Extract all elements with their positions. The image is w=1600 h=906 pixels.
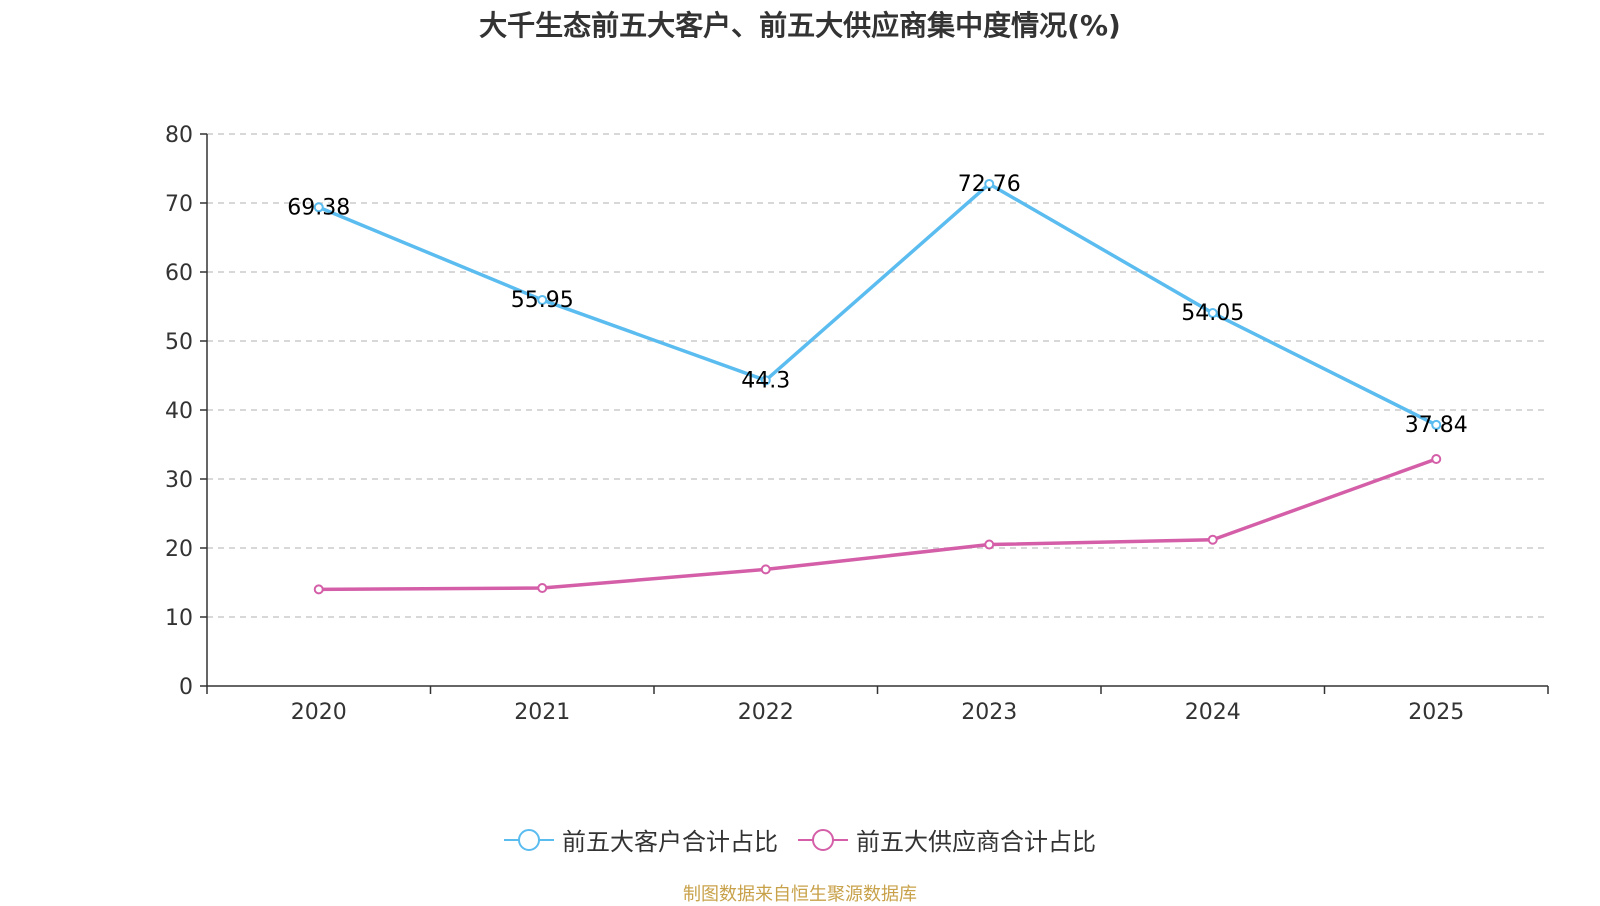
y-tick-label: 50 bbox=[165, 330, 193, 355]
series-line-0 bbox=[318, 182, 1438, 427]
y-tick-label: 70 bbox=[165, 192, 193, 217]
legend-line-circle-icon bbox=[798, 828, 848, 851]
grid-lines bbox=[207, 133, 1548, 618]
data-labels: 69.38 55.95 44.3 72.76 54.05 37.84 bbox=[287, 172, 1467, 438]
legend-label: 前五大供应商合计占比 bbox=[856, 828, 1096, 856]
y-tick-label: 60 bbox=[165, 261, 193, 286]
legend-label: 前五大客户合计占比 bbox=[562, 828, 778, 856]
x-tick-label: 2024 bbox=[1185, 700, 1241, 725]
data-point[interactable] bbox=[1431, 419, 1442, 430]
legend-item-customers[interactable]: 前五大客户合计占比 bbox=[504, 822, 778, 857]
data-point[interactable] bbox=[1431, 453, 1442, 464]
data-label: 72.76 bbox=[958, 172, 1021, 197]
y-tick-label: 80 bbox=[165, 123, 193, 148]
legend-line-circle-icon bbox=[504, 828, 554, 851]
axes: 0 10 20 30 40 50 60 70 80 2020 2021 2022 2023 2024 202… bbox=[165, 123, 1549, 725]
series-lines bbox=[313, 178, 1442, 595]
y-tick-label: 10 bbox=[165, 606, 193, 631]
legend: 前五大客户合计占比 前五大供应商合计占比 bbox=[0, 822, 1600, 857]
x-tick-label: 2021 bbox=[514, 700, 570, 725]
y-tick-label: 20 bbox=[165, 537, 193, 562]
y-tick-label: 30 bbox=[165, 468, 193, 493]
chart-title: 大千生态前五大客户、前五大供应商集中度情况(%) bbox=[479, 9, 1121, 42]
line-chart: 0 10 20 30 40 50 60 70 80 2020 2021 2022 2023 2024 202… bbox=[165, 123, 1549, 725]
data-point[interactable] bbox=[313, 584, 324, 595]
data-point[interactable] bbox=[1207, 534, 1218, 545]
data-label: 37.84 bbox=[1405, 413, 1468, 438]
y-tick-label: 0 bbox=[179, 675, 193, 700]
legend-item-suppliers[interactable]: 前五大供应商合计占比 bbox=[798, 822, 1096, 857]
y-tick-label: 40 bbox=[165, 399, 193, 424]
data-label: 54.05 bbox=[1181, 301, 1244, 326]
x-tick-label: 2022 bbox=[738, 700, 794, 725]
data-point[interactable] bbox=[1207, 308, 1218, 319]
data-point[interactable] bbox=[984, 539, 995, 550]
data-label: 55.95 bbox=[511, 288, 574, 313]
x-tick-label: 2020 bbox=[291, 700, 347, 725]
data-point[interactable] bbox=[984, 178, 995, 189]
x-tick-label: 2025 bbox=[1408, 700, 1464, 725]
series-line-1 bbox=[318, 457, 1437, 592]
data-point[interactable] bbox=[537, 583, 548, 594]
data-point[interactable] bbox=[313, 202, 324, 213]
data-point[interactable] bbox=[760, 564, 771, 575]
source-note: 制图数据来自恒生聚源数据库 bbox=[683, 884, 917, 905]
data-point[interactable] bbox=[537, 294, 548, 305]
data-label: 44.3 bbox=[741, 368, 790, 393]
data-label: 69.38 bbox=[287, 195, 350, 220]
x-tick-label: 2023 bbox=[961, 700, 1017, 725]
data-point[interactable] bbox=[760, 375, 771, 386]
